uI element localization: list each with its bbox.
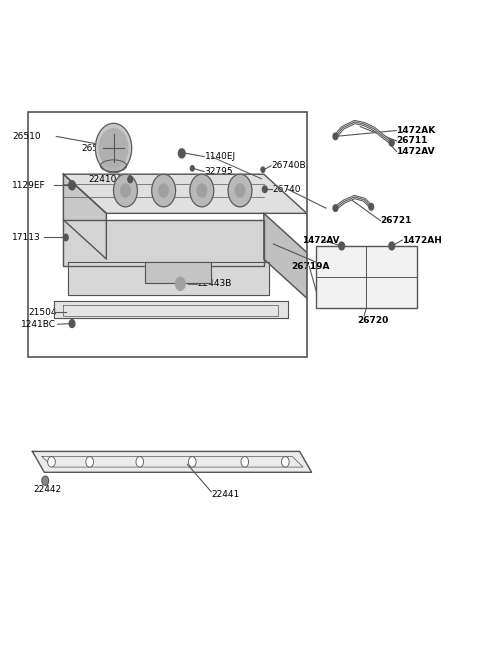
Text: 32795: 32795 xyxy=(204,167,233,176)
Text: 26719A: 26719A xyxy=(291,262,330,271)
Circle shape xyxy=(389,140,394,146)
Text: 26721: 26721 xyxy=(380,216,412,225)
Circle shape xyxy=(63,234,68,241)
Circle shape xyxy=(228,174,252,207)
Text: 22441: 22441 xyxy=(211,490,240,499)
Circle shape xyxy=(333,205,338,212)
Circle shape xyxy=(96,123,132,173)
Circle shape xyxy=(99,128,128,168)
Circle shape xyxy=(136,457,144,467)
Circle shape xyxy=(389,242,395,250)
Circle shape xyxy=(128,176,132,183)
Text: 22443B: 22443B xyxy=(197,279,231,288)
Circle shape xyxy=(114,174,137,207)
Bar xyxy=(316,246,417,308)
Circle shape xyxy=(197,184,206,197)
Circle shape xyxy=(152,174,176,207)
Circle shape xyxy=(69,320,75,328)
Polygon shape xyxy=(68,262,269,295)
Text: 26711: 26711 xyxy=(396,136,428,145)
Text: 17113: 17113 xyxy=(12,233,41,242)
Circle shape xyxy=(261,167,265,172)
Circle shape xyxy=(281,457,289,467)
Circle shape xyxy=(179,149,185,158)
Text: 26740B: 26740B xyxy=(271,161,306,170)
Circle shape xyxy=(369,204,373,210)
Circle shape xyxy=(42,476,48,485)
Circle shape xyxy=(159,184,168,197)
Text: 22442: 22442 xyxy=(34,485,62,494)
Polygon shape xyxy=(33,451,312,472)
Ellipse shape xyxy=(100,160,127,172)
Text: 26740: 26740 xyxy=(273,185,301,194)
Text: 1472AV: 1472AV xyxy=(302,236,339,244)
Circle shape xyxy=(241,457,249,467)
Text: 1129EF: 1129EF xyxy=(12,181,46,190)
Circle shape xyxy=(190,174,214,207)
Circle shape xyxy=(176,277,185,290)
Circle shape xyxy=(191,166,194,171)
Text: 26502: 26502 xyxy=(82,144,110,153)
Text: 22410A: 22410A xyxy=(88,175,123,184)
Circle shape xyxy=(86,457,94,467)
Circle shape xyxy=(339,242,345,250)
Polygon shape xyxy=(144,262,211,283)
Polygon shape xyxy=(63,174,107,259)
Polygon shape xyxy=(63,174,307,214)
Circle shape xyxy=(48,457,55,467)
Circle shape xyxy=(69,181,75,190)
Text: 1241BC: 1241BC xyxy=(21,320,56,329)
Text: 26720: 26720 xyxy=(358,316,389,326)
Polygon shape xyxy=(63,220,264,265)
Text: 1472AV: 1472AV xyxy=(396,147,435,156)
Circle shape xyxy=(235,184,245,197)
Text: 1472AH: 1472AH xyxy=(402,236,442,244)
Text: 1472AK: 1472AK xyxy=(396,126,436,135)
Circle shape xyxy=(333,133,338,140)
Polygon shape xyxy=(54,301,288,318)
Circle shape xyxy=(189,457,196,467)
Circle shape xyxy=(120,184,130,197)
Text: 26510: 26510 xyxy=(12,132,40,141)
Circle shape xyxy=(263,186,267,193)
Text: 21504: 21504 xyxy=(29,308,57,317)
Polygon shape xyxy=(264,214,307,298)
Text: 1140EJ: 1140EJ xyxy=(204,152,236,161)
